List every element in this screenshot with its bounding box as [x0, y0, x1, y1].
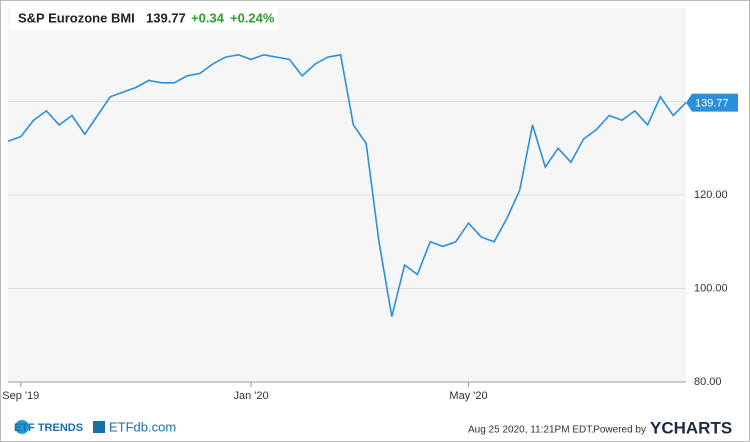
powered-by: Powered by [593, 425, 646, 436]
price-line [7, 53, 687, 317]
provider-logo: YCHARTS [650, 418, 732, 437]
x-tick-label: May '20 [449, 390, 487, 402]
last-value-label: 139.77 [695, 97, 729, 109]
change-pct: +0.24% [230, 10, 275, 25]
brand-etftrends: ETF TRENDS [14, 422, 83, 434]
y-tick-label: 120.00 [694, 189, 728, 201]
y-tick-label: 100.00 [694, 282, 728, 294]
chart-title: S&P Eurozone BMI [18, 10, 135, 25]
header-bg [10, 8, 278, 30]
brand-etfdb: ETFdb.com [109, 419, 176, 434]
logo-icon [93, 421, 105, 433]
logo-icon [15, 420, 29, 434]
x-tick-label: Jan '20 [233, 390, 268, 402]
y-tick-label: 80.00 [694, 376, 722, 388]
series [7, 53, 687, 317]
x-tick-label: Sep '19 [2, 390, 39, 402]
change: +0.34 [191, 10, 225, 25]
price: 139.77 [146, 10, 186, 25]
timestamp: Aug 25 2020, 11:21PM EDT. [468, 425, 594, 436]
last-value-tag [686, 93, 738, 112]
